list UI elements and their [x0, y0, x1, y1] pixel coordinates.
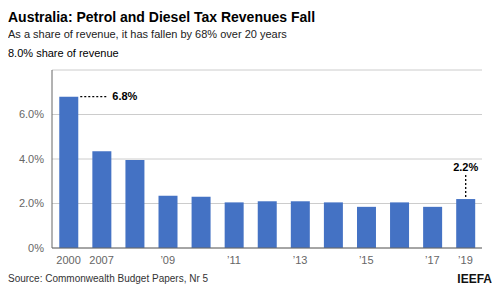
html-text:Australia: Petrol and Diesel T: Australia: Petrol and Diesel Tax Revenue…	[8, 9, 316, 25]
html-text:As a share of revenue, it has: As a share of revenue, it has fallen by …	[8, 28, 287, 40]
html-text:IEEFA: IEEFA	[457, 272, 492, 286]
svg-text:’15: ’15	[359, 254, 374, 266]
svg-text:6.0%: 6.0%	[19, 108, 44, 120]
svg-text:2.0%: 2.0%	[19, 197, 44, 209]
svg-text:2.2%: 2.2%	[453, 161, 478, 173]
svg-text:6.8%: 6.8%	[112, 90, 137, 102]
html-text:Source: Commonwealth Budget Pa: Source: Commonwealth Budget Papers, Nr 5	[8, 273, 209, 284]
html-text:8.0% share of revenue: 8.0% share of revenue	[8, 47, 119, 59]
svg-text:2000: 2000	[56, 254, 80, 266]
svg-text:4.0%: 4.0%	[19, 153, 44, 165]
svg-text:’13: ’13	[293, 254, 308, 266]
svg-text:’09: ’09	[160, 254, 175, 266]
svg-text:’11: ’11	[227, 254, 241, 266]
svg-text:’19: ’19	[458, 254, 473, 266]
svg-text:’17: ’17	[425, 254, 440, 266]
svg-text:0%: 0%	[28, 242, 44, 254]
svg-text:2007: 2007	[89, 254, 113, 266]
